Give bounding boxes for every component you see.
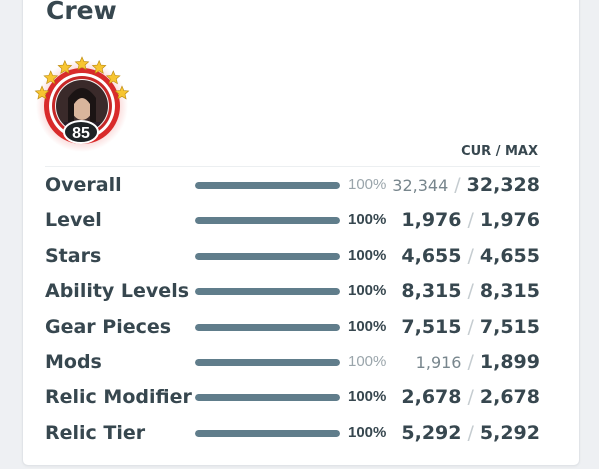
character-portrait[interactable]: 85 xyxy=(28,48,138,158)
stat-label: Relic Modifier xyxy=(45,386,192,409)
character-face xyxy=(56,80,108,132)
cur-max-header: CUR / MAX xyxy=(461,144,538,159)
stat-current: 1,916 xyxy=(415,352,462,372)
progress-bar-fill xyxy=(195,429,340,437)
value-separator: / xyxy=(467,280,474,303)
stat-current: 5,292 xyxy=(401,421,462,444)
stat-values: 7,515/7,515 xyxy=(401,316,540,338)
stat-max: 32,328 xyxy=(466,174,540,196)
stat-row: Relic Modifier 100% 2,678/2,678 xyxy=(45,379,540,414)
section-title: Crew xyxy=(46,0,117,25)
portrait-graphic: 85 xyxy=(34,56,130,152)
stat-row: Stars 100% 4,655/4,655 xyxy=(45,238,540,273)
stat-max: 7,515 xyxy=(479,315,540,338)
value-separator: / xyxy=(454,174,461,196)
progress-bar-fill xyxy=(195,288,340,296)
level-badge-text: 85 xyxy=(72,125,90,142)
stat-percent: 100% xyxy=(348,317,387,335)
stat-percent: 100% xyxy=(348,211,387,229)
star-icon xyxy=(74,56,90,71)
value-separator: / xyxy=(467,315,474,338)
stat-max: 1,899 xyxy=(479,350,540,373)
stat-max: 4,655 xyxy=(479,244,540,267)
stat-row: Level 100% 1,976/1,976 xyxy=(45,202,540,237)
stat-current: 4,655 xyxy=(401,244,462,267)
stat-label: Overall xyxy=(45,174,122,196)
stat-percent: 100% xyxy=(348,423,387,441)
progress-bar-fill xyxy=(195,358,340,366)
progress-bar xyxy=(195,217,340,225)
stat-row: Gear Pieces 100% 7,515/7,515 xyxy=(45,309,540,344)
stat-row: Ability Levels 100% 8,315/8,315 xyxy=(45,273,540,308)
star-icon xyxy=(105,70,121,85)
stat-max: 1,976 xyxy=(479,209,540,232)
stat-max: 2,678 xyxy=(479,386,540,409)
stat-row: Overall 100% 32,344 /32,328 xyxy=(45,166,540,202)
value-separator: / xyxy=(467,209,474,232)
star-icon xyxy=(57,59,73,74)
progress-bar-fill xyxy=(195,182,340,189)
stat-current: 2,678 xyxy=(401,386,462,409)
stat-max: 8,315 xyxy=(479,280,540,303)
stat-current: 8,315 xyxy=(401,280,462,303)
progress-bar xyxy=(195,358,340,366)
stat-label: Ability Levels xyxy=(45,280,190,303)
stat-label: Stars xyxy=(45,244,102,267)
star-icon xyxy=(43,70,59,85)
stat-values: 4,655/4,655 xyxy=(401,245,540,267)
stat-percent: 100% xyxy=(348,246,387,264)
stat-percent: 100% xyxy=(348,176,387,193)
stat-current: 7,515 xyxy=(401,315,462,338)
stats-list: Overall 100% 32,344/32,328 Level 100% 1,… xyxy=(45,166,540,450)
progress-bar xyxy=(195,323,340,331)
stat-percent: 100% xyxy=(348,352,387,370)
progress-bar xyxy=(195,288,340,296)
stat-label: Relic Tier xyxy=(45,421,146,444)
stat-row: Mods 100% 1,916/1,899 xyxy=(45,344,540,379)
stat-current: 32,344 xyxy=(392,176,449,195)
progress-bar xyxy=(195,394,340,402)
stat-values: 8,315/8,315 xyxy=(401,280,540,302)
star-icon xyxy=(114,85,130,100)
stat-values: 1,976/1,976 xyxy=(401,209,540,231)
value-separator: / xyxy=(467,386,474,409)
stat-row: Relic Tier 100% 5,292/5,292 xyxy=(45,415,540,450)
stat-values: 2,678/2,678 xyxy=(401,386,540,408)
stat-current: 1,976 xyxy=(401,209,462,232)
star-icon xyxy=(34,85,50,100)
progress-bar xyxy=(195,182,340,189)
star-rating xyxy=(34,56,130,100)
stat-percent: 100% xyxy=(348,388,387,406)
progress-bar-fill xyxy=(195,252,340,260)
progress-bar xyxy=(195,252,340,260)
level-badge xyxy=(63,120,99,144)
stat-values: 1,916/1,899 xyxy=(416,351,540,373)
stat-label: Level xyxy=(45,209,102,232)
stat-label: Gear Pieces xyxy=(45,315,172,338)
stat-percent: 100% xyxy=(348,282,387,300)
progress-bar xyxy=(195,429,340,437)
progress-bar-fill xyxy=(195,394,340,402)
value-separator: / xyxy=(467,350,474,373)
value-separator: / xyxy=(467,244,474,267)
stat-values: 5,292/5,292 xyxy=(401,422,540,444)
progress-bar-fill xyxy=(195,323,340,331)
stat-values: 32,344 /32,328 xyxy=(392,174,540,196)
progress-bar-fill xyxy=(195,217,340,225)
stat-max: 5,292 xyxy=(479,421,540,444)
value-separator: / xyxy=(467,421,474,444)
stat-label: Mods xyxy=(45,350,102,373)
star-icon xyxy=(91,59,107,74)
